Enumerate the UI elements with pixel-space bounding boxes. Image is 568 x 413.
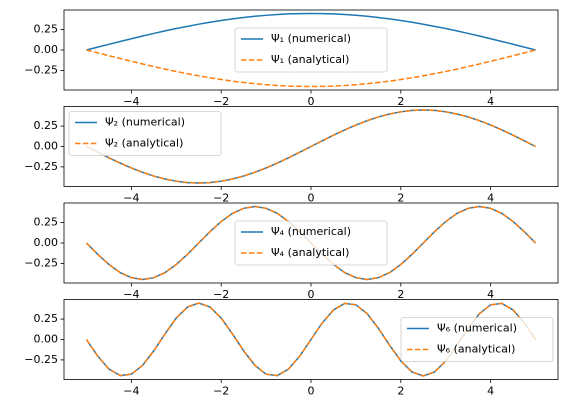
x-tick-label: −4 <box>123 385 139 398</box>
legend-label: Ψ₁ (analytical) <box>271 53 349 66</box>
x-tick-label: 4 <box>487 385 494 398</box>
legend-label: Ψ₂ (analytical) <box>105 137 183 150</box>
legend-box <box>234 27 388 73</box>
y-tick-label: 0.25 <box>34 216 59 229</box>
legend-box <box>234 220 388 266</box>
subplot: −0.25 0.00 0.25 −4 −2 0 2 4 Ψ₆ (numerical) Ψ₆ (an… <box>24 299 559 398</box>
y-tick-label: 0.00 <box>34 236 59 249</box>
series-line <box>86 49 536 88</box>
x-tick-label: 2 <box>397 95 404 108</box>
legend-label: Ψ₆ (analytical) <box>437 343 515 356</box>
x-tick-label: 4 <box>487 192 494 205</box>
x-tick-label: 0 <box>308 192 315 205</box>
legend-label: Ψ₄ (numerical) <box>271 225 351 238</box>
x-tick-label: 0 <box>308 385 315 398</box>
legend-box <box>68 111 222 156</box>
x-tick-label: 4 <box>487 288 494 301</box>
y-tick-label: −0.25 <box>24 160 58 173</box>
y-tick-label: 0.00 <box>34 140 59 153</box>
legend-label: Ψ₆ (numerical) <box>437 322 517 335</box>
x-tick-label: −2 <box>213 192 229 205</box>
y-tick-label: 0.00 <box>34 333 59 346</box>
x-tick-label: −4 <box>123 288 139 301</box>
legend-label: Ψ₁ (numerical) <box>271 32 351 45</box>
y-tick-label: 0.00 <box>34 43 59 56</box>
x-tick-label: 4 <box>487 95 494 108</box>
y-tick-label: −0.25 <box>24 256 58 269</box>
y-tick-label: 0.25 <box>34 119 59 132</box>
x-tick-label: −4 <box>123 192 139 205</box>
x-tick-label: 2 <box>397 385 404 398</box>
x-tick-label: −2 <box>213 288 229 301</box>
y-tick-label: 0.25 <box>34 312 59 325</box>
x-tick-label: −4 <box>123 95 139 108</box>
series-line <box>86 109 536 184</box>
subplot: −0.25 0.00 0.25 −4 −2 0 2 4 Ψ₂ (numerical) Ψ₂ (an… <box>24 106 559 205</box>
subplot: −0.25 0.00 0.25 −4 −2 0 2 4 Ψ₁ (numerical) Ψ₁ (an… <box>24 9 559 108</box>
legend: Ψ₆ (numerical) Ψ₆ (analytical) <box>400 317 554 362</box>
x-tick-label: 2 <box>397 288 404 301</box>
x-tick-label: −2 <box>213 95 229 108</box>
y-tick-label: −0.25 <box>24 353 58 366</box>
y-tick-label: 0.25 <box>34 23 59 36</box>
x-tick-label: 0 <box>308 288 315 301</box>
x-tick-label: 0 <box>308 95 315 108</box>
subplot: −0.25 0.00 0.25 −4 −2 0 2 4 Ψ₄ (numerical) Ψ₄ (an… <box>24 202 559 301</box>
x-tick-label: −2 <box>213 385 229 398</box>
legend-label: Ψ₄ (analytical) <box>271 246 349 259</box>
legend: Ψ₁ (numerical) Ψ₁ (analytical) <box>234 27 388 73</box>
x-tick-label: 2 <box>397 192 404 205</box>
series-line <box>85 205 537 281</box>
series-line <box>86 12 536 51</box>
y-tick-label: −0.25 <box>24 63 58 76</box>
legend-box <box>400 317 554 362</box>
legend: Ψ₂ (numerical) Ψ₂ (analytical) <box>68 111 222 156</box>
legend: Ψ₄ (numerical) Ψ₄ (analytical) <box>234 220 388 266</box>
legend-label: Ψ₂ (numerical) <box>105 116 185 129</box>
